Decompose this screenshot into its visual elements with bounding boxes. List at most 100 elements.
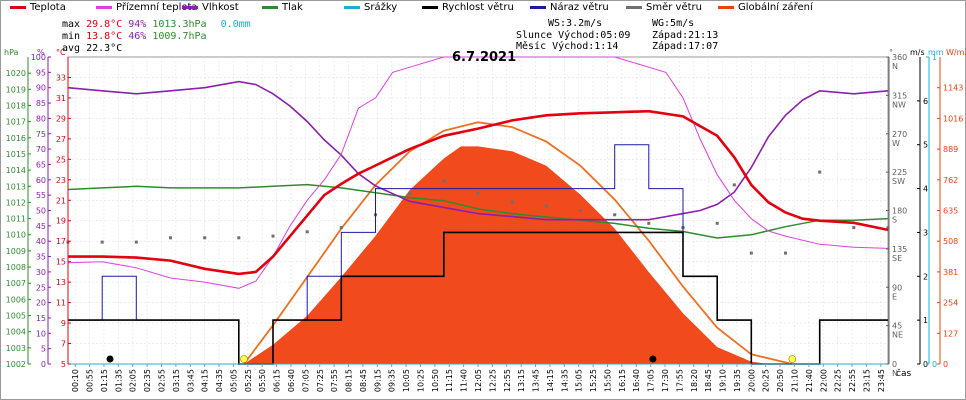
axis-pressure-tick-label: 1003 bbox=[6, 344, 26, 353]
legend-swatch bbox=[96, 6, 112, 9]
legend-swatch bbox=[422, 6, 438, 9]
x-tick-label: 09:35 bbox=[388, 369, 397, 392]
x-tick-label: 03:45 bbox=[186, 369, 195, 392]
axis-humidity-tick-label: 60 bbox=[36, 176, 46, 185]
moon-marker bbox=[106, 355, 114, 363]
x-tick-label: 20:25 bbox=[762, 369, 771, 392]
stats-min-press: 1009.7hPa bbox=[152, 31, 207, 42]
x-tick-label: 21:10 bbox=[791, 369, 800, 392]
axis-pressure-tick-label: 1011 bbox=[6, 215, 26, 224]
axis-temperature-tick-label: 9 bbox=[61, 319, 66, 328]
x-tick-label: 13:15 bbox=[517, 369, 526, 392]
x-tick-label: 05:05 bbox=[229, 369, 238, 392]
axis-temperature-tick-label: 31 bbox=[56, 94, 66, 103]
legend-item-smer-vetru: Směr větru bbox=[626, 2, 702, 13]
wind-direction-point bbox=[339, 226, 343, 230]
wind-direction-point bbox=[408, 191, 412, 195]
axis-humidity-tick-label: 35 bbox=[36, 253, 46, 262]
stats-avg-label: avg bbox=[62, 43, 81, 54]
stats-max-press: 1013.3hPa bbox=[152, 19, 207, 30]
chart-date: 6.7.2021 bbox=[452, 50, 517, 65]
legend-swatch bbox=[626, 6, 642, 9]
axis-temperature-tick-label: 27 bbox=[56, 135, 66, 144]
x-tick-label: 14:15 bbox=[546, 369, 555, 392]
axis-wind-direction-tick-label: 225 bbox=[892, 168, 907, 177]
axis-humidity-tick-label: 90 bbox=[36, 84, 46, 93]
x-tick-label: 01:15 bbox=[100, 369, 109, 392]
x-tick-label: 08:15 bbox=[345, 369, 354, 392]
series-tlak bbox=[67, 183, 889, 239]
axis-radiation-tick-label: 762 bbox=[943, 176, 958, 185]
legend-item-vlhkost: Vlhkost bbox=[182, 2, 239, 13]
axis-radiation-tick-label: 254 bbox=[943, 299, 958, 308]
info-moon-row: Měsíc Východ:1:14 bbox=[516, 41, 618, 52]
x-tick-label: 07:25 bbox=[316, 369, 325, 392]
axis-pressure-tick-label: 1008 bbox=[6, 263, 26, 272]
axis-humidity-tick-label: 95 bbox=[36, 68, 46, 77]
wind-direction-point bbox=[476, 191, 480, 195]
x-axis-title: čas bbox=[896, 368, 911, 379]
x-tick-label: 11:15 bbox=[445, 369, 454, 392]
axis-temperature-tick-label: 5 bbox=[61, 360, 66, 369]
info-wg: WG:5m/s bbox=[652, 18, 695, 29]
x-tick-label: 11:40 bbox=[460, 369, 469, 392]
axis-wind-direction-compass-label: N bbox=[892, 62, 898, 71]
axis-temperature-tick-label: 23 bbox=[56, 176, 66, 185]
axis-radiation-tick-label: 508 bbox=[943, 237, 958, 246]
x-tick-label: 10:25 bbox=[417, 369, 426, 392]
legend-swatch bbox=[262, 6, 278, 9]
x-tick-label: 09:15 bbox=[373, 369, 382, 392]
legend-item-naraz-vetru: Náraz větru bbox=[530, 2, 609, 13]
stats-min-temp: 13.8°C bbox=[86, 31, 123, 42]
axis-pressure-tick-label: 1009 bbox=[6, 247, 26, 256]
axis-rain-unit: mm bbox=[928, 48, 944, 57]
axis-wind-speed-tick-label: 1 bbox=[923, 316, 928, 325]
legend-label: Vlhkost bbox=[202, 2, 239, 13]
axis-wind-direction-tick-label: 45 bbox=[892, 322, 902, 331]
stats-max-temp: 29.8°C bbox=[86, 19, 123, 30]
wind-direction-point bbox=[169, 236, 172, 240]
axis-pressure-tick-label: 1013 bbox=[6, 182, 26, 191]
axis-pressure-tick-label: 1004 bbox=[6, 328, 26, 337]
axis-humidity-tick-label: 40 bbox=[36, 237, 46, 246]
axis-temperature-tick-label: 11 bbox=[56, 299, 66, 308]
axis-pressure-unit: hPa bbox=[4, 48, 19, 57]
wind-direction-point bbox=[852, 226, 856, 230]
axis-humidity-unit: % bbox=[37, 48, 45, 57]
info-moon-label: Měsíc bbox=[516, 41, 547, 52]
axis-wind-direction-compass-label: NW bbox=[892, 100, 906, 109]
axis-temperature-tick-label: 21 bbox=[56, 196, 66, 205]
wind-direction-point bbox=[579, 209, 582, 212]
x-tick-label: 23:15 bbox=[862, 369, 871, 392]
wind-direction-point bbox=[544, 204, 548, 208]
legend-label: Rychlost větru bbox=[442, 2, 514, 13]
stats-min-hum: 46% bbox=[128, 31, 147, 42]
legend-label: Srážky bbox=[364, 2, 398, 13]
x-tick-label: 06:40 bbox=[287, 369, 296, 392]
x-tick-label: 15:25 bbox=[589, 369, 598, 392]
wind-direction-point bbox=[886, 226, 890, 230]
axis-radiation-tick-label: 0 bbox=[943, 360, 948, 369]
axis-wind-speed-unit: m/s bbox=[910, 48, 925, 57]
x-tick-label: 19:10 bbox=[719, 369, 728, 392]
axis-humidity-tick-label: 65 bbox=[36, 160, 46, 169]
axis-pressure-tick-label: 1002 bbox=[6, 360, 26, 369]
axis-temperature-tick-label: 13 bbox=[56, 278, 66, 287]
x-tick-label: 18:20 bbox=[690, 369, 699, 392]
axis-wind-direction-compass-label: SE bbox=[892, 254, 902, 263]
wind-direction-point bbox=[203, 236, 207, 240]
info-sun-label: Slunce bbox=[516, 30, 553, 41]
x-tick-label: 22:00 bbox=[819, 369, 828, 392]
x-tick-label: 15:50 bbox=[604, 369, 613, 392]
sun-marker bbox=[788, 355, 797, 363]
axis-pressure-tick-label: 1005 bbox=[6, 312, 26, 321]
x-tick-label: 02:35 bbox=[143, 369, 152, 392]
axis-wind-direction-tick-label: 135 bbox=[892, 245, 907, 254]
wind-direction-point bbox=[237, 236, 241, 240]
axis-wind-speed-tick-label: 4 bbox=[923, 185, 928, 194]
axis-pressure-tick-label: 1020 bbox=[6, 69, 26, 78]
axis-pressure-tick-label: 1012 bbox=[6, 198, 26, 207]
legend-item-globalni-zareni: Globální záření bbox=[718, 2, 813, 13]
axis-rain-tick-label: 1 bbox=[932, 53, 937, 62]
x-tick-label: 02:55 bbox=[158, 369, 167, 392]
